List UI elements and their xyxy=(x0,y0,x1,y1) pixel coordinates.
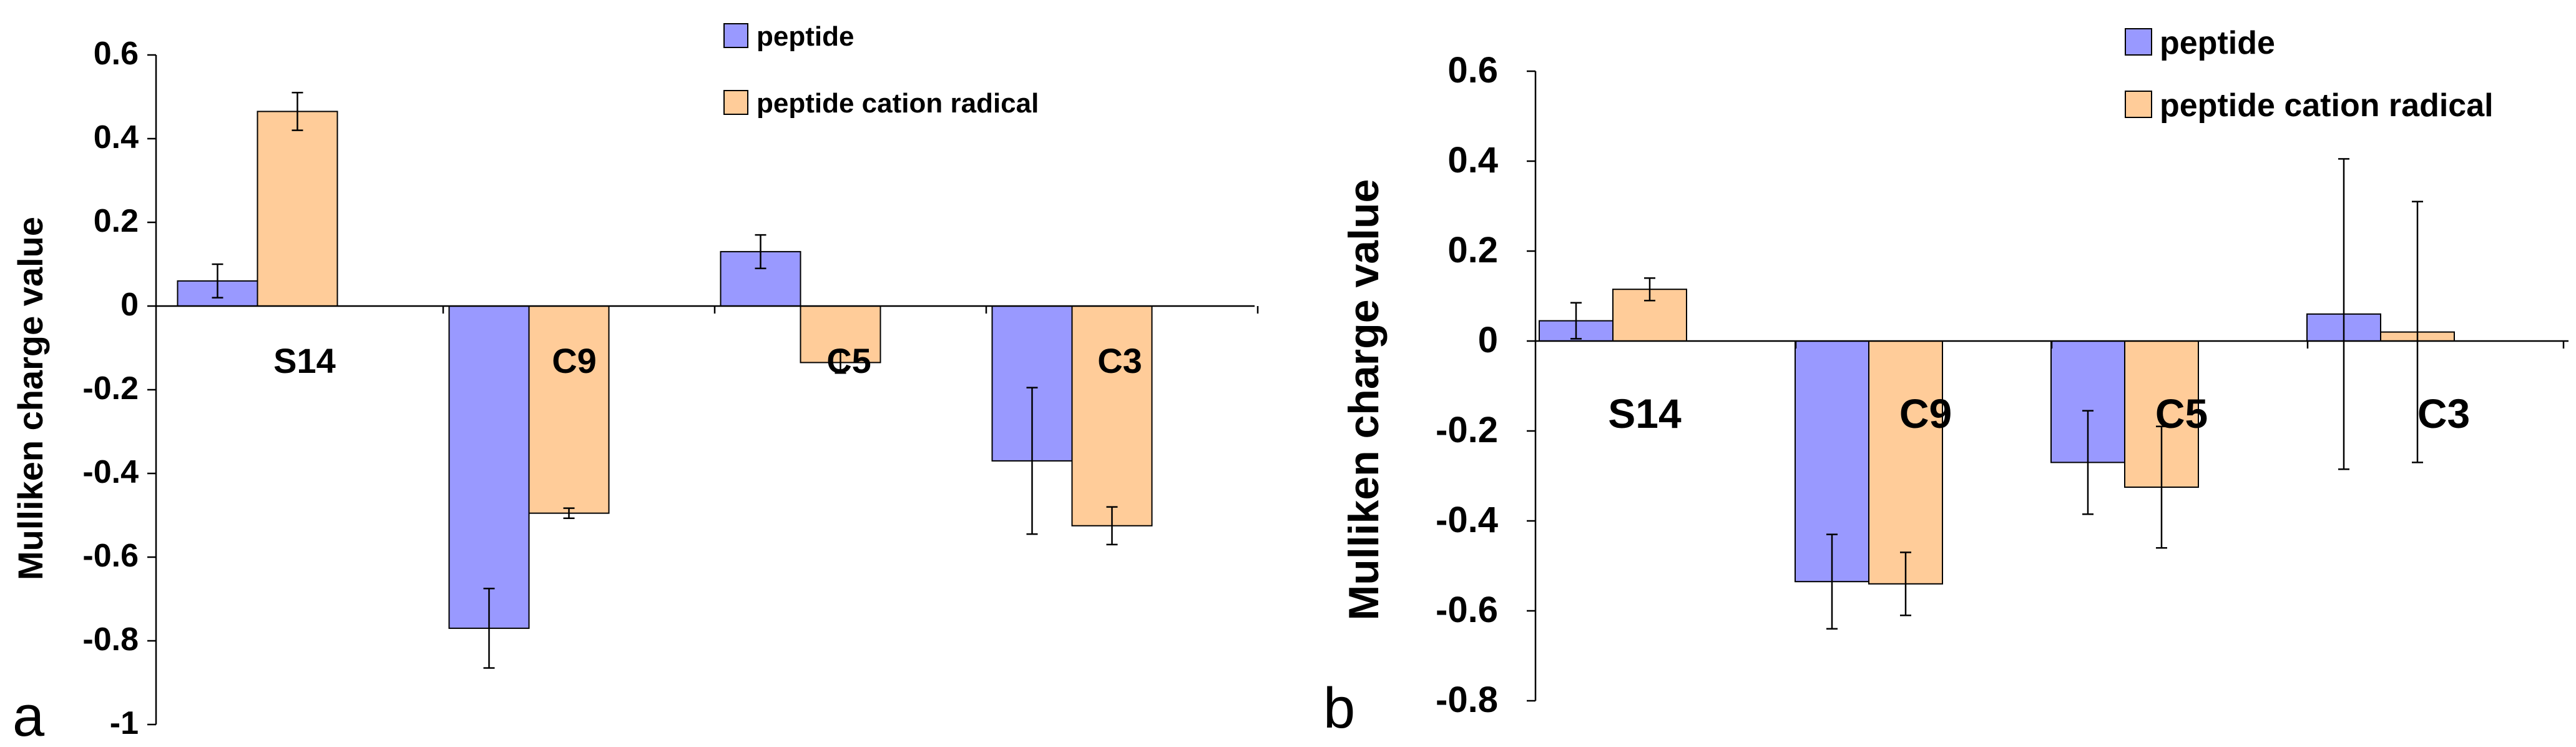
error-bar-c9-peptide-cation-radical xyxy=(1900,552,1911,616)
y-tick-label: 0 xyxy=(120,287,139,323)
y-tick-label: 0.6 xyxy=(94,36,139,72)
category-label-c9: C9 xyxy=(552,341,597,380)
panel-a-bars xyxy=(177,92,1153,669)
legend-swatch-peptide-cation-radical xyxy=(2125,91,2152,118)
legend-label-peptide-cation-radical: peptide cation radical xyxy=(757,88,1039,119)
panel-b-category-labels: S14 C9 C5 C3 xyxy=(1608,390,2470,437)
bar-c9-peptide-cation-radical xyxy=(1868,340,1943,585)
error-bar-c5-peptide xyxy=(2082,410,2094,515)
error-bar-c3-peptide-cation-radical xyxy=(2412,200,2423,463)
panel-b-bars xyxy=(1539,158,2455,630)
y-tick-label: -0.8 xyxy=(1436,680,1498,720)
panel-a-axes xyxy=(147,54,1259,726)
bar-c9-peptide xyxy=(448,305,530,629)
error-bar-s14-peptide xyxy=(212,263,223,299)
legend-label-peptide-cation-radical: peptide cation radical xyxy=(2160,87,2494,124)
category-label-c5: C5 xyxy=(2155,390,2208,437)
error-bar-c5-peptide xyxy=(755,234,766,269)
y-tick-label: -0.6 xyxy=(82,538,139,574)
y-tick-label: -0.4 xyxy=(82,454,139,490)
error-bar-c9-peptide-cation-radical xyxy=(563,507,575,519)
legend-swatch-peptide xyxy=(2125,28,2152,56)
panel-b-y-tick-labels: 0.6 0.4 0.2 0 -0.2 -0.4 -0.6 -0.8 xyxy=(1436,50,1498,720)
panel-b-chart: b Mulliken charge value 0.6 0.4 0.2 0 -0… xyxy=(1323,25,2569,740)
bar-c9-peptide-cation-radical xyxy=(528,305,610,514)
y-tick-label: 0.2 xyxy=(1447,230,1498,270)
panel-a-category-labels: S14 C9 C5 C3 xyxy=(273,341,1142,380)
panel-b-label: b xyxy=(1323,676,1355,740)
category-label-c9: C9 xyxy=(1899,390,1952,437)
panel-a-legend: peptide peptide cation radical xyxy=(723,21,1039,119)
error-bar-c3-peptide xyxy=(2338,158,2349,470)
y-tick-label: 0.2 xyxy=(94,203,139,239)
error-bar-c9-peptide xyxy=(483,588,495,669)
panel-b-y-axis-label: Mulliken charge value xyxy=(1340,179,1388,621)
legend-label-peptide: peptide xyxy=(2160,25,2275,61)
legend-label-peptide: peptide xyxy=(757,21,854,52)
bar-s14-peptide-cation-radical xyxy=(257,111,338,307)
y-tick-label: -0.6 xyxy=(1436,590,1498,630)
y-tick-label: 0 xyxy=(1478,320,1498,360)
panel-b-legend: peptide peptide cation radical xyxy=(2125,25,2494,124)
category-label-c5: C5 xyxy=(826,341,871,380)
bar-c3-peptide-cation-radical xyxy=(1071,305,1153,527)
error-bar-s14-peptide xyxy=(1570,302,1582,340)
category-label-s14: S14 xyxy=(1608,390,1682,437)
y-tick-label: -0.8 xyxy=(82,621,139,658)
y-tick-label: -0.2 xyxy=(82,370,139,407)
error-bar-c9-peptide xyxy=(1826,533,1838,630)
category-label-c3: C3 xyxy=(1097,341,1142,380)
error-bar-s14-peptide-cation-radical xyxy=(291,92,303,131)
category-label-s14: S14 xyxy=(273,341,336,380)
y-tick-label: 0.6 xyxy=(1447,50,1498,91)
y-tick-label: 0.4 xyxy=(94,119,139,156)
panel-a-label: a xyxy=(12,685,45,747)
category-label-c3: C3 xyxy=(2417,390,2470,437)
panel-a-chart: a Mulliken charge value 0.6 0.4 0.2 0 -0… xyxy=(11,21,1259,747)
y-tick-label: -0.4 xyxy=(1436,500,1498,540)
error-bar-c5-peptide-cation-radical xyxy=(2156,425,2167,549)
error-bar-c3-peptide-cation-radical xyxy=(1106,506,1118,546)
panel-b-axes xyxy=(1527,70,2569,702)
error-bar-c3-peptide xyxy=(1026,387,1038,535)
y-tick-label: -0.2 xyxy=(1436,410,1498,450)
y-tick-label: 0.4 xyxy=(1447,140,1498,181)
panel-a-y-tick-labels: 0.6 0.4 0.2 0 -0.2 -0.4 -0.6 -0.8 -1 xyxy=(82,36,139,741)
y-tick-label: -1 xyxy=(110,705,139,741)
error-bar-s14-peptide-cation-radical xyxy=(1644,277,1655,302)
error-bar-c5-peptide-cation-radical xyxy=(835,351,846,374)
legend-swatch-peptide xyxy=(723,23,748,48)
panel-a-y-axis-label: Mulliken charge value xyxy=(11,217,50,580)
legend-swatch-peptide-cation-radical xyxy=(723,90,748,115)
